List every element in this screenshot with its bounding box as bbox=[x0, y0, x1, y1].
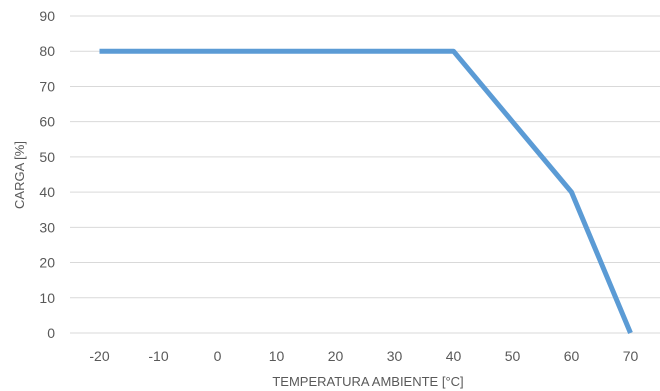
x-tick-label: -10 bbox=[148, 348, 168, 364]
x-tick-label: 20 bbox=[328, 348, 344, 364]
x-tick-label: 10 bbox=[269, 348, 285, 364]
y-tick-label: 60 bbox=[39, 114, 55, 130]
y-tick-label: 40 bbox=[39, 184, 55, 200]
y-tick-label: 0 bbox=[47, 325, 55, 341]
x-tick-label: 60 bbox=[564, 348, 580, 364]
y-tick-label: 80 bbox=[39, 43, 55, 59]
y-tick-label: 20 bbox=[39, 255, 55, 271]
x-axis-title: TEMPERATURA AMBIENTE [°C] bbox=[272, 374, 463, 389]
series-layer bbox=[99, 48, 633, 334]
x-tick-label: -20 bbox=[89, 348, 109, 364]
y-tick-label: 10 bbox=[39, 290, 55, 306]
x-tick-label: 70 bbox=[623, 348, 639, 364]
y-tick-label: 70 bbox=[39, 78, 55, 94]
y-tick-label: 30 bbox=[39, 219, 55, 235]
y-tick-label: 90 bbox=[39, 8, 55, 24]
x-tick-label: 0 bbox=[214, 348, 222, 364]
x-tick-label: 40 bbox=[446, 348, 462, 364]
y-axis-ticks: 0 10 20 30 40 50 60 70 80 90 bbox=[39, 8, 55, 341]
x-axis-ticks: -20 -10 0 10 20 30 40 50 60 70 bbox=[89, 348, 638, 364]
series-line-1 bbox=[99, 48, 633, 334]
y-tick-label: 50 bbox=[39, 149, 55, 165]
gridlines bbox=[70, 15, 660, 334]
y-axis-title: CARGA [%] bbox=[12, 141, 27, 209]
x-tick-label: 50 bbox=[505, 348, 521, 364]
x-tick-label: 30 bbox=[387, 348, 403, 364]
